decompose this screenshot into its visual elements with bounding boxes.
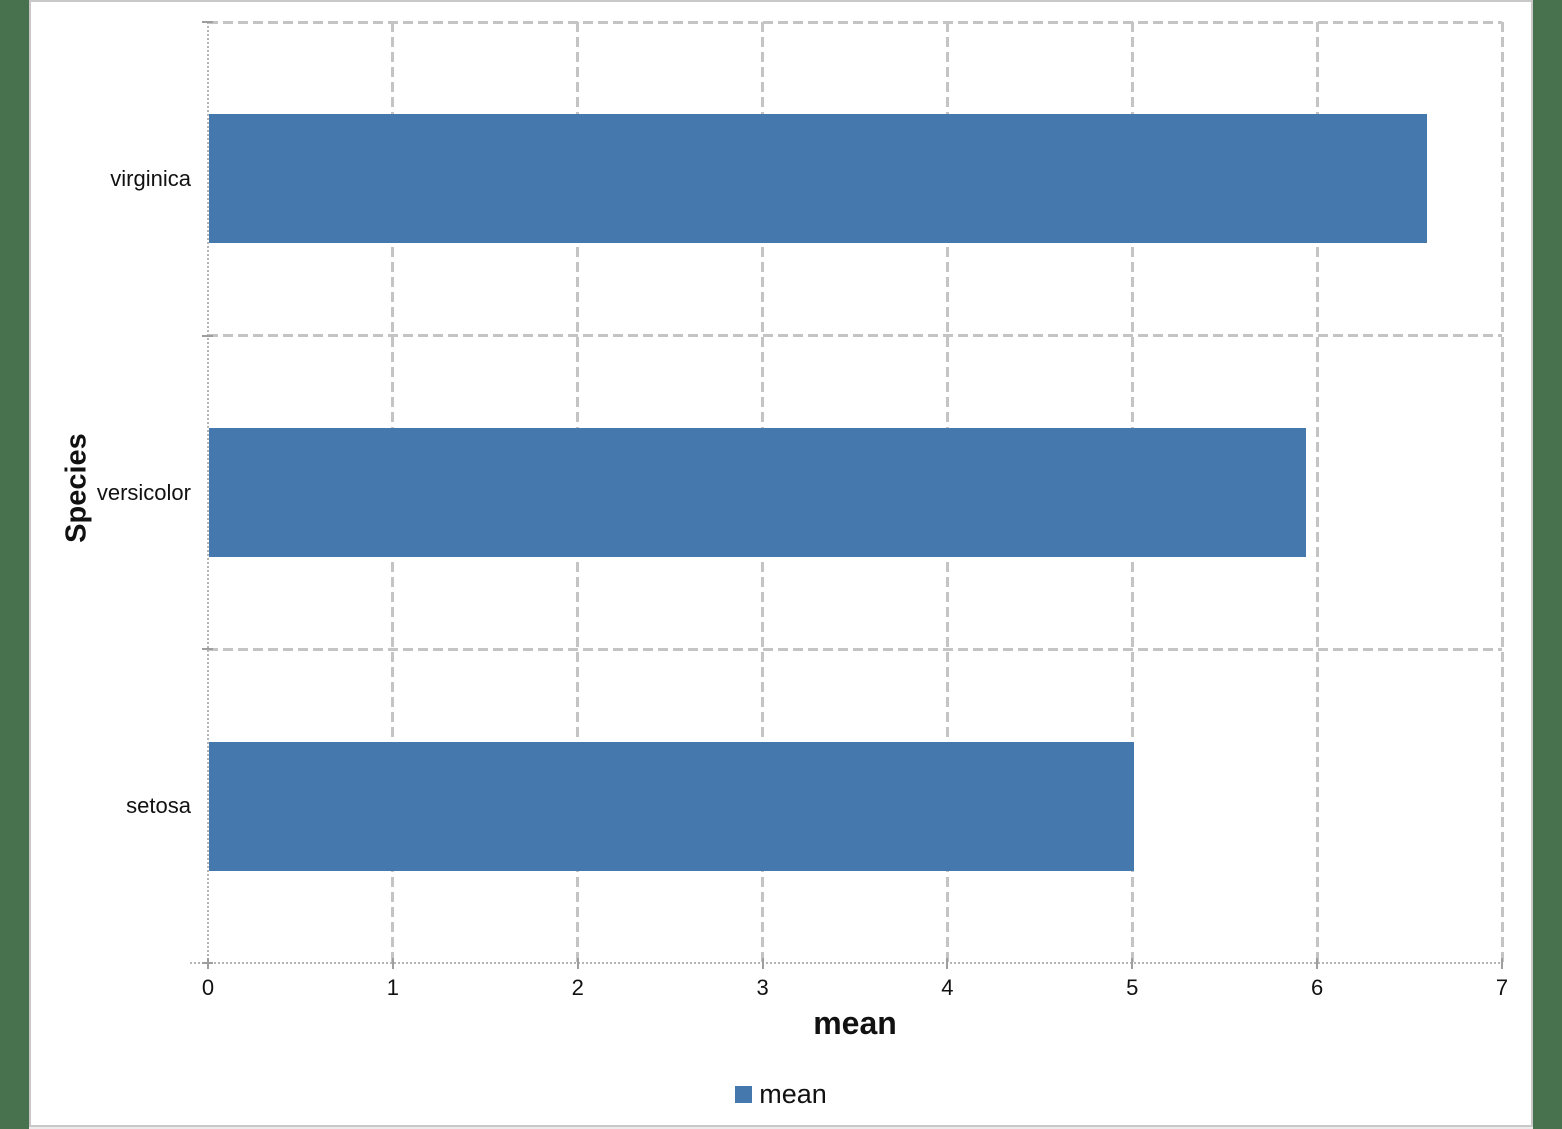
category-label-versicolor: versicolor	[96, 479, 191, 505]
y-tick-mark-3	[202, 962, 213, 964]
legend[interactable]: mean	[31, 1079, 1531, 1110]
x-tick-mark-2	[576, 958, 579, 969]
y-tick-mark-1	[202, 334, 213, 337]
x-tick-label-2: 2	[571, 975, 584, 1000]
category-label-virginica: virginica	[110, 165, 191, 191]
x-tick-mark-6	[1316, 958, 1319, 969]
x-tick-label-7: 7	[1495, 975, 1509, 1000]
x-tick-label-3: 3	[756, 975, 769, 1000]
x-tick-label-1: 1	[386, 975, 399, 1000]
y-axis-title: Species	[60, 433, 93, 543]
x-tick-mark-3	[761, 958, 764, 969]
bar-versicolor[interactable]	[209, 428, 1307, 557]
gridline-y-0	[208, 20, 1502, 24]
bar-setosa[interactable]	[209, 741, 1135, 871]
bar-virginica[interactable]	[209, 114, 1427, 244]
x-tick-label-5: 5	[1126, 975, 1139, 1000]
plot-area: 0 1 2 3 4 5 6 7 virginica versicolor setosa	[97, 20, 1508, 1000]
legend-swatch-mean	[735, 1086, 753, 1103]
chart-object[interactable]: 0 1 2 3 4 5 6 7 virginica versicolor setosa mean S…	[29, 0, 1533, 1127]
gridline-y-1	[208, 334, 1502, 338]
x-axis-line	[190, 962, 1502, 964]
x-tick-mark-7	[1501, 958, 1503, 969]
y-axis-line	[207, 22, 209, 968]
window-bottom-edge	[29, 1127, 1533, 1129]
x-tick-mark-4	[946, 958, 949, 969]
x-tick-mark-5	[1131, 958, 1134, 969]
x-tick-label-0: 0	[201, 975, 215, 1000]
y-tick-mark-0	[202, 21, 213, 23]
legend-label-mean: mean	[759, 1079, 827, 1109]
category-label-setosa: setosa	[126, 793, 191, 819]
x-tick-label-4: 4	[941, 975, 954, 1000]
y-tick-mark-2	[202, 648, 213, 651]
gridline-x-6	[1315, 22, 1319, 963]
gridline-y-2	[208, 647, 1502, 651]
x-tick-mark-1	[391, 958, 394, 969]
gridline-x-7	[1500, 22, 1504, 963]
x-axis-title: mean	[813, 1005, 897, 1041]
x-tick-label-6: 6	[1311, 975, 1324, 1000]
